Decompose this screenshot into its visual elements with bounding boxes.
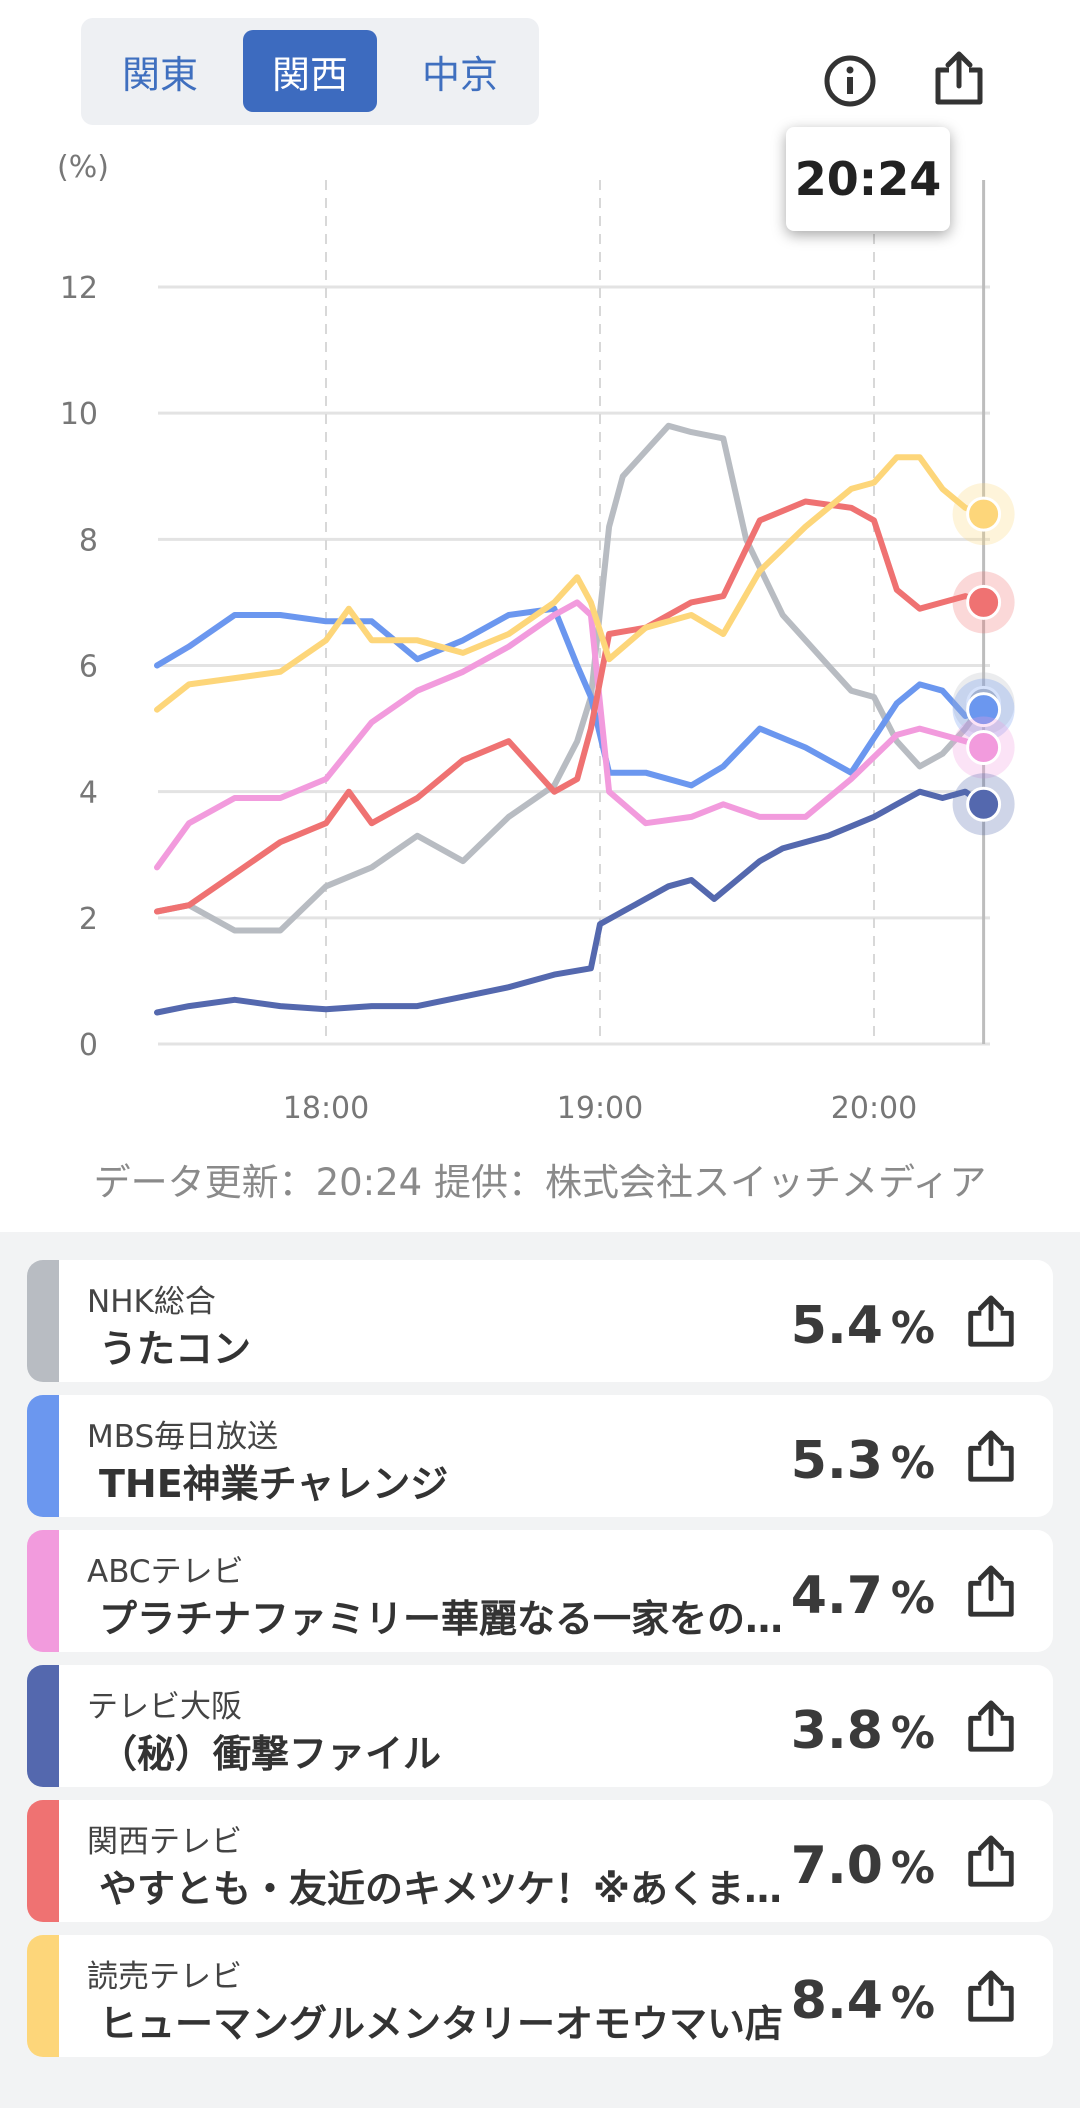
program-card[interactable]: MBS毎日放送 THE神業チャレンジ 5.3%	[27, 1395, 1053, 1517]
station-color-bar	[27, 1395, 59, 1517]
program-card[interactable]: 読売テレビ ヒューマングルメンタリーオモウマい店 8.4%	[27, 1935, 1053, 2057]
station-name: 読売テレビ	[87, 1959, 242, 1995]
program-list: NHK総合 うたコン 5.4% MBS毎日放送 THE神業チャレンジ 5.3% …	[0, 1232, 1080, 2108]
program-title: THE神業チャレンジ	[99, 1462, 449, 1506]
rating-value: 5.4%	[790, 1296, 935, 1356]
series-marker	[966, 730, 1002, 766]
series-marker	[966, 584, 1002, 620]
series-marker	[966, 786, 1002, 822]
rating-value: 8.4%	[790, 1971, 935, 2031]
program-card[interactable]: 関西テレビ やすとも・友近のキメツケ！※あくまで個人の見解です 7.0%	[27, 1800, 1053, 1922]
program-title: やすとも・友近のキメツケ！※あくまで個人の見解です	[99, 1867, 819, 1911]
series-line	[154, 498, 987, 915]
share-button[interactable]	[929, 49, 989, 109]
y-tick-label: 8	[79, 523, 98, 558]
y-tick-label: 12	[60, 271, 98, 306]
share-icon[interactable]	[963, 1564, 1019, 1620]
station-color-bar	[27, 1800, 59, 1922]
tab-kansai[interactable]: 関西	[243, 30, 377, 112]
series-line	[154, 788, 987, 1016]
share-icon	[935, 51, 983, 105]
series-line	[154, 454, 987, 713]
station-name: NHK総合	[87, 1284, 216, 1320]
program-title: （秘）衝撃ファイル	[99, 1732, 442, 1776]
program-title: ヒューマングルメンタリーオモウマい店	[99, 2002, 784, 2046]
x-tick-label: 19:00	[557, 1091, 643, 1126]
info-button[interactable]	[820, 51, 880, 111]
station-color-bar	[27, 1530, 59, 1652]
region-tabs: 関東 関西 中京	[81, 18, 539, 125]
rating-value: 7.0%	[790, 1836, 935, 1896]
y-tick-label: 0	[79, 1028, 98, 1063]
tab-chukyo[interactable]: 中京	[421, 52, 498, 97]
series-line	[154, 599, 987, 871]
data-source-note: データ更新：20:24 提供：株式会社スイッチメディア	[93, 1161, 987, 1204]
time-tooltip: 20:24	[786, 127, 950, 231]
series-marker	[966, 496, 1002, 532]
station-name: 関西テレビ	[87, 1824, 242, 1860]
program-card[interactable]: ABCテレビ プラチナファミリー華麗なる一家をのぞき見 4.7%	[27, 1530, 1053, 1652]
x-tick-label: 20:00	[831, 1091, 917, 1126]
tab-kanto[interactable]: 関東	[121, 52, 198, 97]
share-icon[interactable]	[963, 1834, 1019, 1890]
rating-value: 3.8%	[790, 1701, 935, 1761]
station-name: ABCテレビ	[87, 1554, 244, 1590]
y-tick-label: 6	[79, 650, 98, 685]
program-title: うたコン	[99, 1327, 252, 1371]
program-card[interactable]: テレビ大阪 （秘）衝撃ファイル 3.8%	[27, 1665, 1053, 1787]
station-color-bar	[27, 1260, 59, 1382]
y-tick-label: 10	[60, 397, 98, 432]
y-unit-label: (%)	[57, 150, 109, 185]
rating-value: 5.3%	[790, 1431, 935, 1491]
y-tick-label: 4	[79, 776, 98, 811]
y-tick-label: 2	[79, 902, 98, 937]
info-icon	[824, 55, 876, 107]
program-card[interactable]: NHK総合 うたコン 5.4%	[27, 1260, 1053, 1382]
series-line	[154, 605, 987, 789]
station-color-bar	[27, 1665, 59, 1787]
station-name: MBS毎日放送	[87, 1419, 279, 1455]
station-color-bar	[27, 1935, 59, 2057]
rating-value: 4.7%	[790, 1566, 935, 1626]
share-icon[interactable]	[963, 1294, 1019, 1350]
station-name: テレビ大阪	[87, 1689, 242, 1725]
series-marker	[966, 692, 1002, 728]
share-icon[interactable]	[963, 1969, 1019, 2025]
program-title: プラチナファミリー華麗なる一家をのぞき見	[99, 1597, 819, 1641]
share-icon[interactable]	[963, 1429, 1019, 1485]
series-line	[154, 422, 987, 934]
share-icon[interactable]	[963, 1699, 1019, 1755]
ratings-chart: (%) 0 2 4 6 8 10 12 18:00 19:00 20:00	[57, 150, 1015, 1126]
x-tick-label: 18:00	[283, 1091, 369, 1126]
